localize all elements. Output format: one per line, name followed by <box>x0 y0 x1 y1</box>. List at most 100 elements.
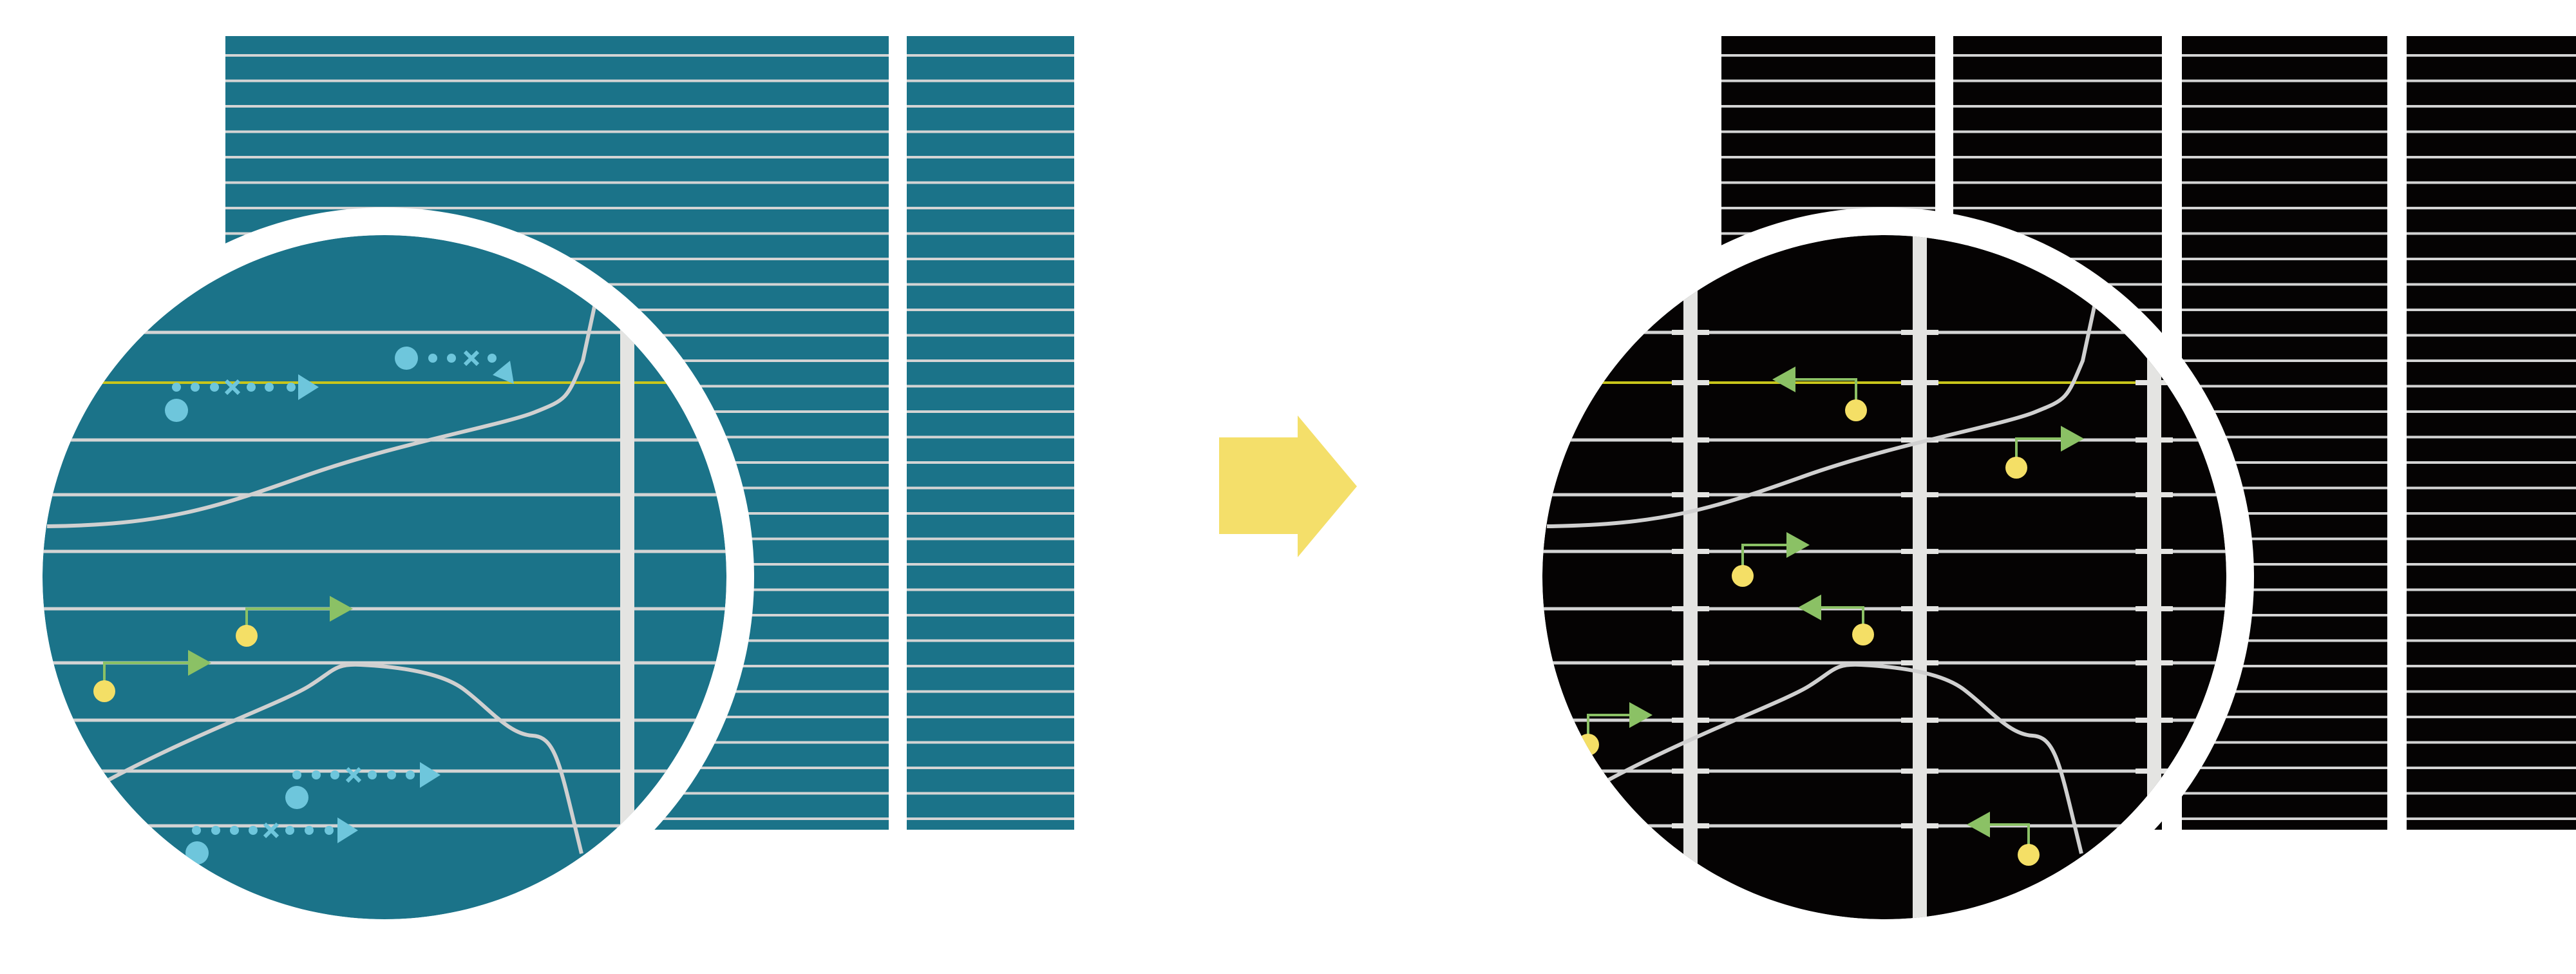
divider-bar <box>1683 235 1698 919</box>
panel-column <box>2407 36 2576 830</box>
tick-mark <box>1901 437 1938 443</box>
tick-mark <box>1672 380 1709 385</box>
after-magnifier <box>1515 207 2254 947</box>
tick-mark <box>1901 549 1938 554</box>
yellow-dot <box>2005 457 2027 479</box>
start-dot <box>185 841 209 864</box>
curve-line <box>1607 662 2083 854</box>
trail-dot <box>211 826 220 835</box>
trail-dot <box>325 826 334 835</box>
transition-arrow-icon <box>1219 415 1357 557</box>
dotted-arrow-icon <box>395 347 514 384</box>
tick-mark <box>1672 437 1709 443</box>
yellow-dot <box>1845 399 1867 421</box>
tick-mark <box>1901 769 1938 774</box>
tick-mark <box>1901 380 1938 385</box>
tick-mark <box>1672 718 1709 723</box>
trail-dot <box>247 383 256 392</box>
panel-column <box>907 36 1074 830</box>
arrowhead <box>2061 426 2084 452</box>
tick-mark <box>1672 660 1709 665</box>
dotted-arrow-icon <box>285 762 440 809</box>
trail-dot <box>330 770 339 779</box>
trail-dot <box>387 770 396 779</box>
tick-mark <box>1901 660 1938 665</box>
right-arrow-shape <box>1219 415 1357 557</box>
trail-dot <box>368 770 377 779</box>
arrowhead <box>420 762 440 788</box>
arrowhead <box>188 650 211 676</box>
arrowhead <box>337 817 358 843</box>
pin-arrow-icon <box>236 596 353 647</box>
trail-dot <box>265 383 274 392</box>
tick-mark <box>2136 660 2173 665</box>
divider-bar <box>1913 235 1927 919</box>
lens-content <box>43 235 726 919</box>
trail-dot <box>192 826 201 835</box>
dotted-arrow-icon <box>185 817 358 864</box>
cross-mark <box>224 379 241 396</box>
yellow-dot <box>236 625 258 647</box>
divider-bar <box>620 322 634 919</box>
tick-mark <box>2136 606 2173 611</box>
curve-line <box>1546 270 2104 528</box>
yellow-dot <box>93 680 115 702</box>
tick-mark <box>1672 492 1709 497</box>
before-magnifier <box>15 207 754 947</box>
yellow-dot <box>2018 844 2040 866</box>
tick-mark <box>1672 330 1709 335</box>
trail-dot <box>292 770 301 779</box>
trail-dot <box>210 383 219 392</box>
arrowhead <box>330 596 353 622</box>
start-dot <box>285 786 308 809</box>
arrowhead <box>1772 367 1795 392</box>
tick-mark <box>1901 823 1938 828</box>
pin-arrow-icon <box>1772 367 1867 421</box>
pin-arrow-icon <box>93 650 211 702</box>
trail-dot <box>285 826 294 835</box>
tick-mark <box>1672 769 1709 774</box>
pin-arrow-icon <box>2005 426 2084 479</box>
trail-dot <box>447 354 456 363</box>
trail-dot <box>428 354 437 363</box>
curve-line <box>46 270 604 528</box>
tick-mark <box>1901 606 1938 611</box>
trail-dot <box>312 770 321 779</box>
trail-dot <box>287 383 296 392</box>
tick-mark <box>2136 718 2173 723</box>
yellow-dot <box>1852 624 1874 645</box>
lens-background <box>43 235 726 919</box>
arrowhead <box>1967 812 1990 837</box>
tick-mark <box>2136 437 2173 443</box>
trail-dot <box>249 826 258 835</box>
tick-mark <box>1901 330 1938 335</box>
pin-arrow-icon <box>1732 532 1810 587</box>
pin-arrow-icon <box>1967 812 2040 866</box>
trail-dot <box>488 354 497 363</box>
tick-mark <box>1672 823 1709 828</box>
start-dot <box>165 399 188 422</box>
trail-dot <box>230 826 239 835</box>
lens-background <box>1542 235 2226 919</box>
arrowhead <box>1629 702 1653 728</box>
arrowhead <box>298 374 319 400</box>
pin-arrow-icon <box>1798 595 1874 645</box>
tick-mark <box>1901 718 1938 723</box>
tick-mark <box>2136 492 2173 497</box>
tick-mark <box>1672 606 1709 611</box>
dotted-arrow-icon <box>165 374 319 422</box>
divider-bar <box>2147 235 2161 919</box>
start-dot <box>395 347 418 370</box>
curve-line <box>107 662 583 854</box>
tick-mark <box>1672 549 1709 554</box>
tick-mark <box>1901 492 1938 497</box>
tick-mark <box>2136 769 2173 774</box>
trail-dot <box>305 826 314 835</box>
trail-dot <box>406 770 415 779</box>
arrowhead <box>493 361 514 384</box>
tick-mark <box>2136 549 2173 554</box>
cross-mark <box>345 767 362 783</box>
arrowhead <box>1798 595 1821 620</box>
trail-dot <box>191 383 200 392</box>
